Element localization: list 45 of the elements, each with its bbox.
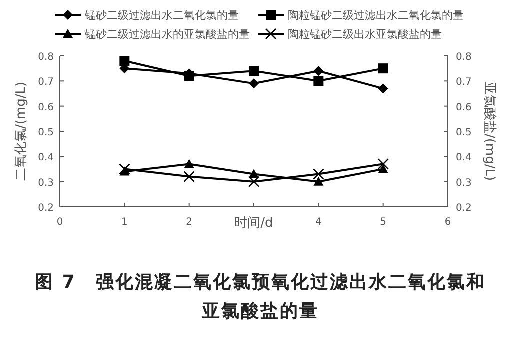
point <box>314 66 324 76</box>
y2-tick-label: 0.8 <box>456 52 472 63</box>
y-tick-label: 0.2 <box>38 203 54 214</box>
y2-tick-label: 0.4 <box>456 152 472 164</box>
legend-label: 锰砂二级过滤出水的亚氯酸盐的量 <box>84 28 250 41</box>
point <box>119 164 130 175</box>
x-tick-label: 2 <box>186 217 193 228</box>
y2-axis-title: 亚氯酸盐/(mg/L) <box>482 82 497 182</box>
point <box>378 158 389 170</box>
y2-tick-label: 0.2 <box>456 203 472 214</box>
x-axis-title: 时间/d <box>234 216 274 231</box>
y-tick-label: 0.7 <box>38 77 54 88</box>
point <box>378 84 388 94</box>
x-tick-label: 6 <box>444 217 452 228</box>
point <box>120 166 130 176</box>
x-tick-label: 1 <box>121 217 128 228</box>
point <box>184 171 195 182</box>
point <box>249 66 259 76</box>
point <box>378 164 388 174</box>
y-tick-label: 0.5 <box>38 128 54 138</box>
point <box>314 76 324 86</box>
y2-tick-label: 0.6 <box>456 102 472 114</box>
x-tick-label: 4 <box>315 217 322 228</box>
point <box>249 169 259 178</box>
x-tick-label: 5 <box>380 217 387 228</box>
point <box>249 78 259 89</box>
point <box>248 176 260 188</box>
y-tick-label: 0.8 <box>38 52 54 63</box>
x-tick-label: 0 <box>56 217 64 228</box>
legend-label: 锰砂二级过滤出水二氧化氯的量 <box>84 9 239 22</box>
point <box>184 159 194 168</box>
y2-tick-label: 0.7 <box>456 77 472 88</box>
point <box>378 64 388 74</box>
point <box>313 168 324 180</box>
text: 图 7 强化混凝二氧化氯预氧化过滤出水二氧化氯和亚氯酸盐的量 <box>35 272 486 322</box>
point <box>314 176 324 186</box>
y2-tick-label: 0.3 <box>456 178 472 189</box>
legend-label: 陶粒锰砂二级过滤出水二氧化氯的量 <box>288 9 464 22</box>
y-axis-title: 二氧化氯/(mg/L) <box>14 82 29 182</box>
y2-tick-label: 0.5 <box>456 128 472 138</box>
y-tick-label: 0.6 <box>38 102 54 114</box>
y-tick-label: 0.4 <box>38 152 54 164</box>
y-tick-label: 0.3 <box>38 178 54 189</box>
legend-label: 陶粒锰砂二级出水亚氯酸盐的量 <box>288 28 442 41</box>
point <box>120 56 130 66</box>
